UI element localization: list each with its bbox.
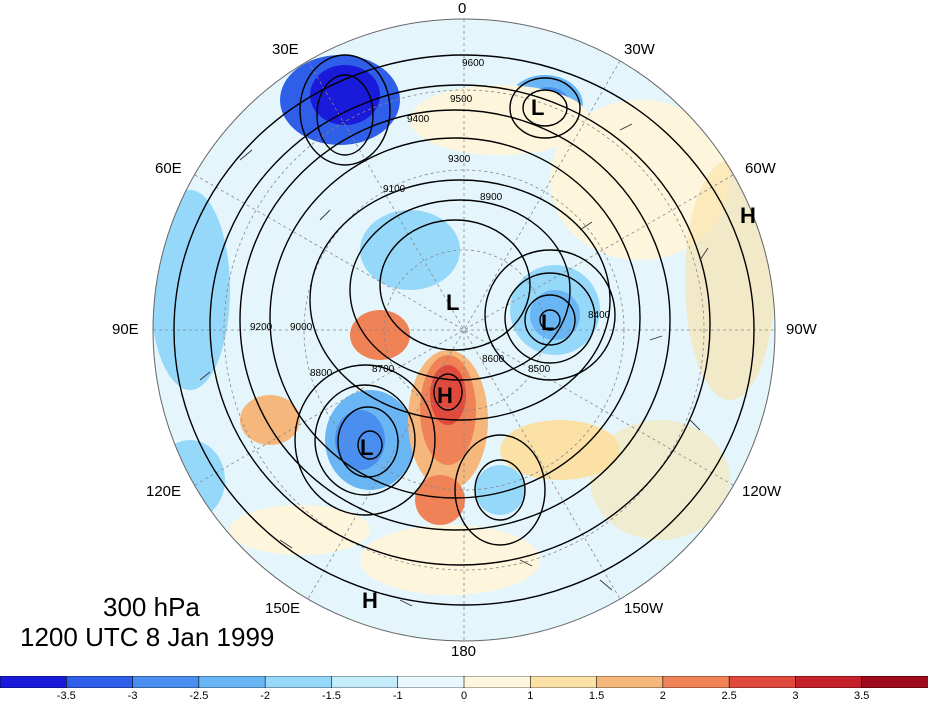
height-contours [173, 54, 755, 606]
colorbar-swatch [65, 676, 134, 688]
low-center: L [531, 95, 544, 120]
colorbar-tick-label: 1.5 [588, 690, 605, 702]
colorbar-tick-label: 3 [792, 690, 799, 702]
colorbar-tick-label: 1 [527, 690, 534, 702]
colorbar-swatch [397, 676, 465, 688]
contour-label: 8900 [480, 192, 503, 203]
colorbar-tick-label: 2 [659, 690, 666, 702]
contour-label: 9300 [448, 154, 471, 165]
low-center: L [541, 310, 554, 335]
colorbar-tick-label: -3.5 [56, 690, 76, 702]
colorbar-swatch [529, 676, 598, 688]
contour-label: 8500 [528, 364, 551, 375]
lon-label-150e: 150E [265, 600, 301, 617]
graticule [153, 19, 775, 641]
contour-label: 9600 [462, 58, 485, 69]
low-center: L [360, 435, 373, 460]
lon-label-60e: 60E [155, 160, 182, 177]
lon-label-120w: 120W [742, 483, 782, 500]
pressure-centers: H H H L L L L [360, 95, 756, 613]
colorbar-tick-label: -1.5 [321, 690, 341, 702]
contour-label: 8800 [310, 368, 333, 379]
lon-label-30e: 30E [272, 41, 299, 58]
colorbar-swatch [596, 676, 664, 688]
polar-map: 9600 9500 9400 9300 9200 9100 9000 8900 … [152, 18, 776, 642]
colorbar-swatch [198, 676, 266, 688]
contour-label: 8400 [588, 310, 611, 321]
high-center: H [437, 383, 453, 408]
contour-label: 8700 [372, 364, 395, 375]
high-center: H [740, 203, 756, 228]
colorbar-swatch [795, 676, 863, 688]
colorbar-swatch [861, 676, 928, 688]
colorbar-tick-label: 2.5 [721, 690, 737, 702]
colorbar-tick-label: -3 [127, 690, 138, 702]
lon-label-90e: 90E [112, 321, 139, 338]
colorbar-tick-label: 3.5 [854, 690, 870, 702]
lon-label-0: 0 [458, 0, 467, 17]
lon-label-150w: 150W [624, 600, 664, 617]
contour-label: 9200 [250, 322, 273, 333]
colorbar-swatch [331, 676, 399, 688]
low-center: L [446, 290, 459, 315]
contour-label: 9400 [407, 114, 430, 125]
colorbar-swatch [728, 676, 797, 688]
wind-barbs [199, 123, 709, 607]
contour-label: 9500 [450, 94, 473, 105]
lon-label-180: 180 [451, 643, 477, 660]
colorbar-tick-label: 0 [460, 690, 468, 702]
map-border [152, 18, 776, 642]
colorbar-swatch [0, 676, 68, 688]
map-disc [153, 19, 775, 641]
colorbar-swatch [264, 676, 333, 688]
colorbar [0, 676, 928, 688]
pressure-level-title: 300 hPa [103, 592, 200, 622]
colorbar-swatch [463, 676, 532, 688]
valid-time-title: 1200 UTC 8 Jan 1999 [20, 622, 275, 652]
colorbar-swatch [662, 676, 730, 688]
colorbar-tick-label: -2.5 [189, 690, 209, 702]
contour-label: 9000 [290, 322, 313, 333]
colorbar-tick-label: -1 [392, 690, 403, 702]
contour-label: 9100 [383, 184, 406, 195]
colorbar-swatch [132, 676, 200, 688]
contour-label-group: 9600 9500 9400 9300 9200 9100 9000 8900 … [250, 58, 611, 379]
colorbar-tick-label: -2 [260, 690, 271, 702]
contour-label: 8600 [482, 354, 505, 365]
lon-label-90w: 90W [786, 321, 817, 338]
lon-label-30w: 30W [624, 41, 655, 58]
lon-label-60w: 60W [745, 160, 776, 177]
lon-label-120e: 120E [146, 483, 182, 500]
high-center: H [362, 588, 378, 613]
